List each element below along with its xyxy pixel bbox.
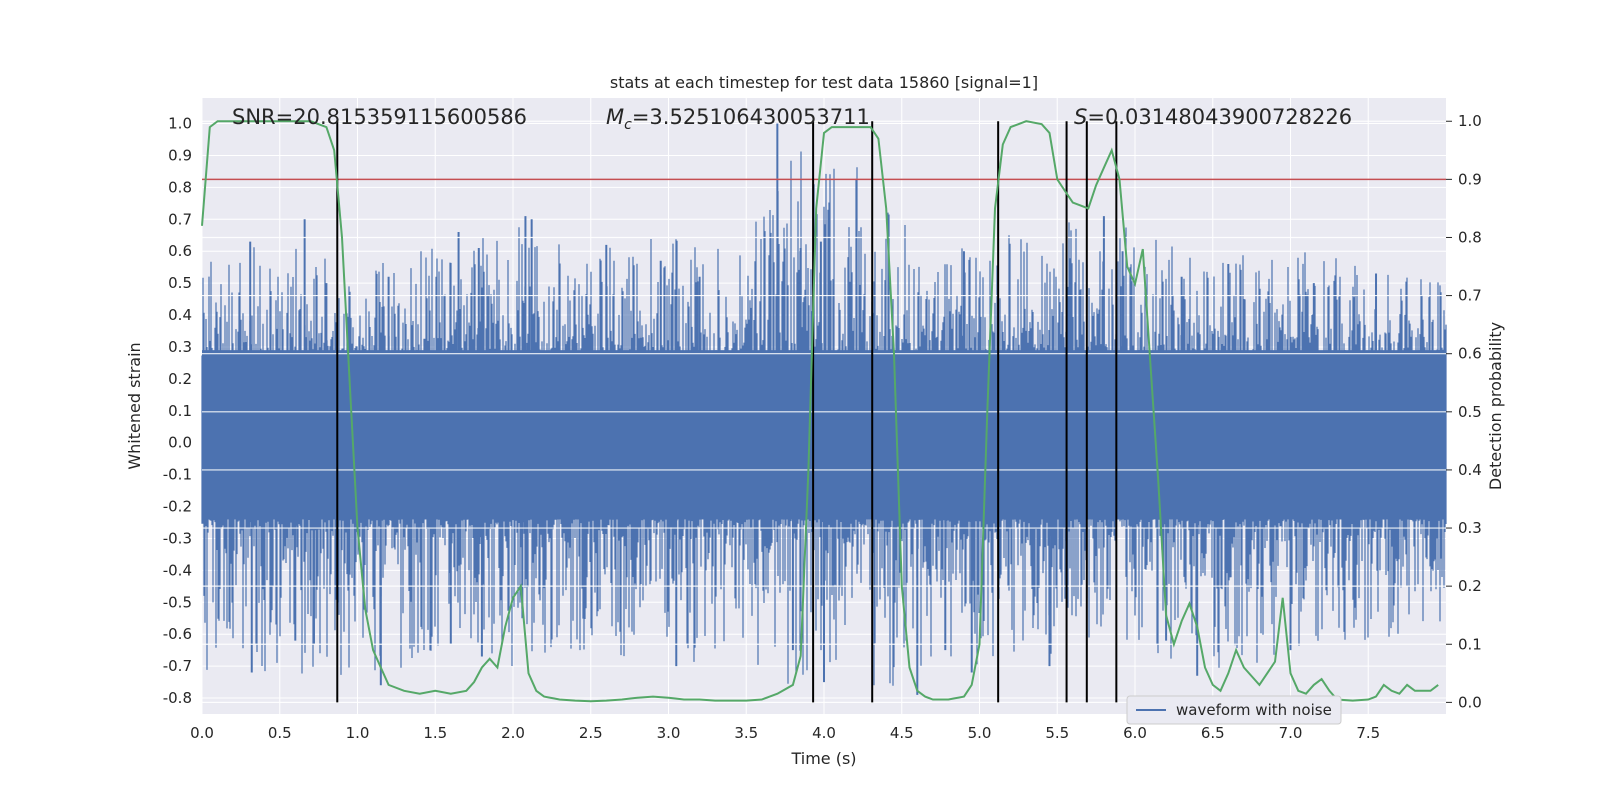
detection-probability-series	[201, 120, 1439, 703]
y2-axis-ticks: 0.0 0.1 0.2 0.3 0.4 0.5 0.6 0.7 0.8 0.9 1.0	[1446, 112, 1482, 711]
x-tick-label: 0.0	[190, 724, 214, 742]
x-tick-label: 2.5	[579, 724, 603, 742]
x-axis-label: Time (s)	[790, 749, 856, 768]
waveform-noise-band	[201, 151, 1447, 686]
y2-tick-label: 0.1	[1458, 635, 1482, 653]
x-tick-label: 5.5	[1045, 724, 1069, 742]
x-tick-label: 2.0	[501, 724, 525, 742]
y-tick-label: -0.1	[163, 466, 192, 484]
x-tick-label: 6.0	[1123, 724, 1147, 742]
x-tick-label: 4.5	[890, 724, 914, 742]
s-symbol: S	[1074, 105, 1087, 129]
x-tick-label: 4.0	[812, 724, 836, 742]
y2-tick-label: 0.2	[1458, 577, 1482, 595]
y-tick-label: 0.2	[168, 370, 192, 388]
s-value: =0.03148043900728226	[1087, 105, 1352, 129]
y-tick-label: -0.5	[163, 593, 192, 611]
x-tick-label: 0.5	[268, 724, 292, 742]
mc-value: =3.525106430053711	[632, 105, 870, 129]
y-tick-label: 0.0	[168, 434, 192, 452]
y2-tick-label: 1.0	[1458, 112, 1482, 130]
y2-tick-label: 0.5	[1458, 403, 1482, 421]
y-tick-label: -0.3	[163, 529, 192, 547]
x-tick-label: 3.0	[657, 724, 681, 742]
y-tick-label: 0.7	[168, 210, 192, 228]
y-tick-label: 0.8	[168, 178, 192, 196]
y-tick-label: 0.5	[168, 274, 192, 292]
x-tick-label: 3.5	[734, 724, 758, 742]
mc-symbol: M	[606, 105, 624, 129]
x-tick-label: 1.5	[423, 724, 447, 742]
y2-tick-label: 0.7	[1458, 287, 1482, 305]
y2-axis-label: Detection probability	[1486, 322, 1505, 490]
x-axis-ticks: 0.0 0.5 1.0 1.5 2.0 2.5 3.0 3.5 4.0 4.5 5.0 5.5 6.0 6…	[190, 724, 1380, 742]
y-axis-ticks: -0.8 -0.7 -0.6 -0.5 -0.4 -0.3 -0.2 -0.1 0.0 0.1 0.…	[163, 115, 192, 708]
y2-tick-label: 0.3	[1458, 519, 1482, 537]
legend-label: waveform with noise	[1176, 701, 1332, 719]
y2-tick-label: 0.0	[1458, 693, 1482, 711]
y-tick-label: 0.9	[168, 146, 192, 164]
y2-tick-label: 0.6	[1458, 345, 1482, 363]
x-tick-label: 1.0	[346, 724, 370, 742]
y2-tick-label: 0.4	[1458, 461, 1482, 479]
x-tick-label: 5.0	[968, 724, 992, 742]
x-tick-label: 7.0	[1279, 724, 1303, 742]
legend: waveform with noise	[1126, 695, 1342, 725]
x-tick-label: 7.5	[1356, 724, 1380, 742]
waveform-noise-spikes	[249, 123, 1378, 695]
mc-subscript: c	[624, 117, 632, 133]
y-tick-label: 0.3	[168, 338, 192, 356]
waveform-noise-core	[202, 350, 1446, 520]
legend-box	[1126, 695, 1342, 725]
y-tick-label: 1.0	[168, 115, 192, 133]
y-tick-label: -0.2	[163, 498, 192, 516]
mc-annotation: Mc=3.525106430053711	[606, 105, 870, 133]
y-tick-label: -0.8	[163, 689, 192, 707]
x-tick-label: 6.5	[1201, 724, 1225, 742]
y-tick-label: -0.7	[163, 657, 192, 675]
s-annotation: S=0.03148043900728226	[1074, 105, 1352, 129]
y-axis-label: Whitened strain	[125, 342, 144, 469]
y2-tick-label: 0.9	[1458, 170, 1482, 188]
y-tick-label: 0.6	[168, 242, 192, 260]
y-tick-label: 0.4	[168, 306, 192, 324]
chart-title: stats at each timestep for test data 158…	[610, 73, 1038, 92]
vertical-markers	[336, 121, 1118, 703]
y-tick-label: 0.1	[168, 402, 192, 420]
detection-probability-line	[201, 120, 1439, 703]
y2-tick-label: 0.8	[1458, 228, 1482, 246]
y-tick-label: -0.4	[163, 561, 192, 579]
snr-annotation: SNR=20.815359115600586	[232, 105, 527, 129]
y-tick-label: -0.6	[163, 625, 192, 643]
